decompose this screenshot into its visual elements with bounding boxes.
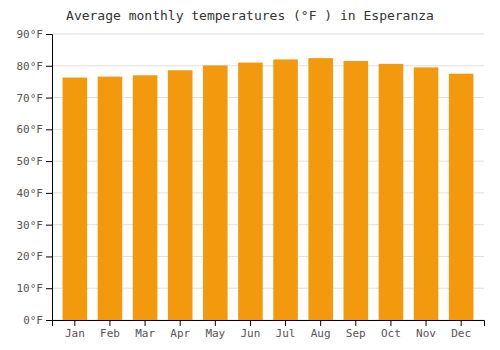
x-tick: Mar bbox=[135, 320, 155, 340]
y-tick: 0°F bbox=[23, 314, 52, 327]
x-tick-label: Oct bbox=[381, 327, 401, 340]
grid-line bbox=[52, 34, 484, 35]
y-tick-label: 0°F bbox=[23, 314, 43, 327]
tick-mark bbox=[46, 34, 52, 35]
x-tick-label: Mar bbox=[135, 327, 155, 340]
x-tick-label: Apr bbox=[170, 327, 190, 340]
x-tick: Feb bbox=[100, 320, 120, 340]
tick-mark bbox=[215, 320, 216, 326]
x-tick-label: May bbox=[205, 327, 225, 340]
grid-line bbox=[52, 65, 484, 66]
bar bbox=[168, 70, 193, 320]
tick-mark bbox=[390, 320, 391, 326]
x-tick: Dec bbox=[451, 320, 471, 340]
x-tick-label: Dec bbox=[451, 327, 471, 340]
x-tick-label: Feb bbox=[100, 327, 120, 340]
chart: Jan Feb Mar Apr May Jun Jul Aug Sep Oct Nov Dec 0°F 1… bbox=[0, 0, 500, 350]
tick-mark bbox=[74, 320, 75, 326]
tick-mark bbox=[109, 320, 110, 326]
tick-mark bbox=[355, 320, 356, 326]
y-tick: 20°F bbox=[17, 250, 53, 263]
tick-mark bbox=[461, 320, 462, 326]
tick-mark bbox=[46, 320, 52, 321]
tick-mark bbox=[285, 320, 286, 326]
y-axis: 0°F 10°F 20°F 30°F 40°F 50°F 60°F 70°F 80°F 90°F bbox=[17, 28, 53, 327]
y-tick-label: 70°F bbox=[17, 92, 44, 105]
y-tick-label: 80°F bbox=[17, 60, 44, 73]
plot: Jan Feb Mar Apr May Jun Jul Aug Sep Oct Nov Dec 0°F 1… bbox=[17, 28, 485, 340]
axis-line bbox=[53, 321, 485, 327]
tick-mark bbox=[46, 66, 52, 67]
x-tick-label: Jan bbox=[65, 327, 85, 340]
y-tick-label: 60°F bbox=[17, 123, 44, 136]
title: Average monthly temperatures (°F ) in Es… bbox=[66, 8, 434, 23]
bars bbox=[63, 58, 474, 320]
bar bbox=[98, 77, 123, 320]
y-tick: 50°F bbox=[17, 155, 53, 168]
x-tick: Nov bbox=[416, 320, 436, 340]
y-tick: 30°F bbox=[17, 219, 53, 232]
tick-mark bbox=[46, 256, 52, 257]
y-tick: 70°F bbox=[17, 92, 53, 105]
bar bbox=[308, 58, 333, 320]
y-tick: 60°F bbox=[17, 123, 53, 136]
tick-mark bbox=[250, 320, 251, 326]
y-tick-label: 20°F bbox=[17, 250, 44, 263]
x-tick: May bbox=[205, 320, 225, 340]
bar bbox=[273, 59, 298, 320]
y-tick: 40°F bbox=[17, 187, 53, 200]
tick-mark bbox=[426, 320, 427, 326]
x-tick-label: Sep bbox=[346, 327, 366, 340]
x-tick: Sep bbox=[346, 320, 366, 340]
tick-mark bbox=[320, 320, 321, 326]
tick-mark bbox=[46, 98, 52, 99]
x-tick: Aug bbox=[311, 320, 331, 340]
bar bbox=[379, 64, 404, 320]
x-tick-label: Jul bbox=[276, 327, 296, 340]
y-tick-label: 40°F bbox=[17, 187, 44, 200]
bar bbox=[344, 61, 369, 320]
tick-mark bbox=[145, 320, 146, 326]
y-tick: 80°F bbox=[17, 60, 53, 73]
tick-mark bbox=[46, 193, 52, 194]
bar bbox=[414, 67, 439, 320]
x-axis: Jan Feb Mar Apr May Jun Jul Aug Sep Oct Nov Dec bbox=[53, 320, 485, 340]
tick-mark bbox=[46, 288, 52, 289]
x-tick-label: Jun bbox=[241, 327, 261, 340]
bar bbox=[63, 78, 88, 320]
tick-mark bbox=[46, 225, 52, 226]
y-tick-label: 30°F bbox=[17, 219, 44, 232]
tick-mark bbox=[180, 320, 181, 326]
axis-line bbox=[46, 35, 53, 321]
x-tick: Jan bbox=[65, 320, 85, 340]
y-tick: 10°F bbox=[17, 282, 53, 295]
grid bbox=[52, 34, 484, 320]
y-tick-label: 50°F bbox=[17, 155, 44, 168]
y-tick-label: 10°F bbox=[17, 282, 44, 295]
x-tick-label: Nov bbox=[416, 327, 436, 340]
x-tick: Apr bbox=[170, 320, 190, 340]
bar bbox=[133, 75, 158, 320]
x-tick: Jun bbox=[241, 320, 261, 340]
bar bbox=[203, 65, 228, 320]
bar bbox=[238, 63, 263, 320]
tick-mark bbox=[46, 129, 52, 130]
y-tick-label: 90°F bbox=[17, 28, 44, 41]
tick-mark bbox=[46, 161, 52, 162]
x-tick-label: Aug bbox=[311, 327, 331, 340]
bar bbox=[449, 74, 474, 320]
x-tick: Oct bbox=[381, 320, 401, 340]
y-tick: 90°F bbox=[17, 28, 53, 41]
x-tick: Jul bbox=[276, 320, 296, 340]
